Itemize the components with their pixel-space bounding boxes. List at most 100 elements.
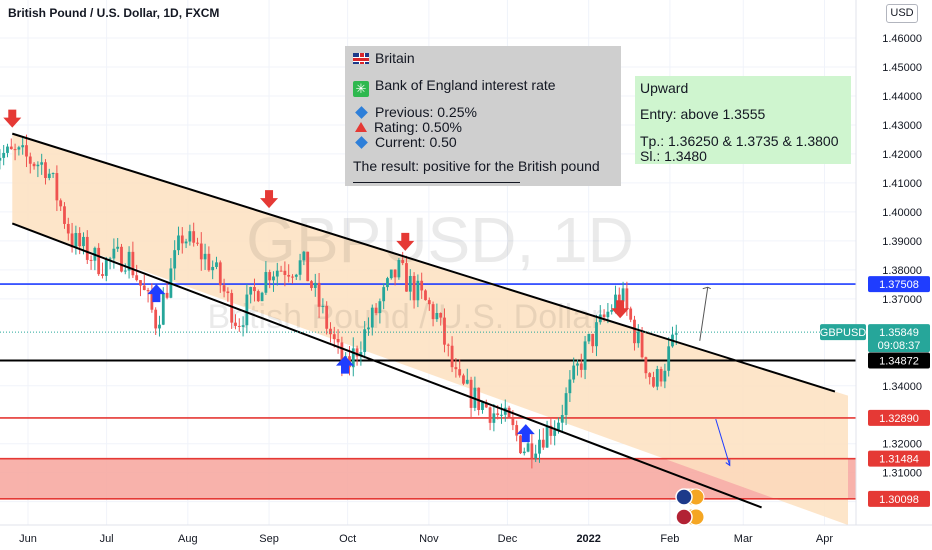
candle-body	[511, 417, 515, 426]
candle-body	[226, 291, 230, 294]
x-tick-label: Apr	[816, 533, 833, 545]
level-price-label: 1.32890	[879, 413, 919, 425]
candle-body	[66, 223, 70, 234]
candle-body	[203, 253, 207, 260]
candle-body	[393, 269, 397, 278]
y-tick-label: 1.37000	[882, 294, 922, 306]
candle-body	[21, 145, 25, 148]
candle-body	[370, 307, 374, 328]
candle-body	[625, 288, 629, 309]
fundamental-note-box[interactable]: Britain ✳ Bank of England interest rate P…	[345, 46, 621, 186]
candle-body	[633, 319, 636, 344]
red-triangle-icon	[355, 122, 367, 132]
candle-body	[302, 251, 306, 261]
arrowhead-down-icon	[725, 459, 731, 467]
candle-body	[553, 430, 557, 436]
buy-arrow-icon	[147, 284, 166, 303]
candle-body	[431, 304, 435, 320]
candle-body	[188, 231, 192, 242]
candle-body	[648, 373, 652, 378]
y-tick-label: 1.42000	[882, 149, 922, 161]
candle-body	[462, 375, 465, 384]
candle-body	[572, 365, 576, 380]
asterisk-icon: ✳	[353, 81, 369, 97]
candle-body	[576, 363, 579, 366]
level-price-label: 1.30098	[879, 494, 919, 506]
channel-upper-line	[11, 132, 836, 393]
candle-body	[218, 262, 222, 286]
candle-body	[253, 287, 256, 292]
previous-value: Previous: 0.25%	[375, 104, 477, 120]
candle-body	[298, 260, 302, 275]
candle-body	[6, 146, 9, 153]
title-row: ✳ Bank of England interest rate	[353, 77, 556, 97]
candle-body	[420, 280, 424, 291]
direction-text: Upward	[640, 80, 689, 96]
candle-body	[591, 333, 595, 347]
candle-body	[78, 233, 82, 247]
take-profit-text: Tp.: 1.36250 & 1.3735 & 1.3800	[640, 133, 839, 149]
candle-body	[108, 258, 112, 260]
candle-body	[306, 251, 310, 282]
candle-body	[332, 334, 336, 340]
candle-body	[0, 157, 2, 161]
candle-body	[180, 235, 184, 244]
candle-body	[610, 310, 614, 312]
candle-body	[192, 231, 196, 243]
x-tick-label: Jul	[100, 533, 114, 545]
candle-body	[74, 233, 78, 248]
candle-body	[568, 379, 572, 394]
candle-body	[154, 309, 158, 329]
level-price-tag	[868, 276, 930, 293]
y-tick-label: 1.45000	[882, 62, 922, 74]
watermark-name: British Pound / U.S. Dollar	[208, 298, 603, 336]
candle-body	[435, 312, 439, 320]
candle-body	[640, 331, 644, 358]
country-row: Britain	[353, 50, 415, 66]
candle-body	[450, 345, 454, 368]
candle-body	[150, 291, 154, 310]
candle-body	[63, 206, 66, 224]
y-tick-label: 1.31000	[882, 468, 922, 480]
candle-body	[116, 246, 120, 249]
candle-body	[424, 290, 427, 301]
candle-body	[564, 393, 568, 416]
candle-body	[659, 369, 663, 382]
x-tick-label: Mar	[734, 533, 753, 545]
us-event-icon[interactable]	[675, 508, 693, 526]
candle-body	[652, 377, 655, 387]
candle-body	[294, 274, 298, 277]
candle-body	[481, 402, 484, 410]
candle-body	[127, 251, 131, 271]
candle-body	[439, 312, 443, 318]
candle-body	[397, 260, 401, 278]
candle-body	[291, 276, 294, 278]
candle-body	[583, 341, 587, 370]
x-tick-label: Jun	[19, 533, 37, 545]
candle-body	[59, 200, 63, 207]
rating-value: Rating: 0.50%	[374, 119, 462, 135]
candle-body	[25, 145, 28, 157]
level-price-tag	[868, 490, 930, 507]
candle-body	[97, 247, 101, 275]
underline-divider	[353, 182, 520, 183]
channel-fill	[12, 133, 848, 525]
x-tick-label: Nov	[419, 533, 439, 545]
candle-body	[443, 317, 446, 345]
candle-body	[158, 324, 161, 329]
candle-body	[317, 282, 321, 307]
candle-body	[538, 439, 541, 454]
trade-setup-box[interactable]: Upward Entry: above 1.3555 Tp.: 1.36250 …	[635, 76, 851, 164]
symbol-tag	[820, 324, 866, 341]
candle-body	[458, 369, 462, 376]
candle-body	[173, 250, 177, 269]
candle-body	[131, 251, 135, 276]
candle-body	[55, 173, 59, 201]
candle-body	[279, 270, 283, 272]
sell-arrow-icon	[260, 190, 279, 209]
y-tick-label: 1.41000	[882, 178, 922, 190]
currency-button[interactable]: USD	[886, 4, 918, 23]
uk-event-icon[interactable]	[675, 488, 693, 506]
candle-body	[196, 242, 199, 244]
